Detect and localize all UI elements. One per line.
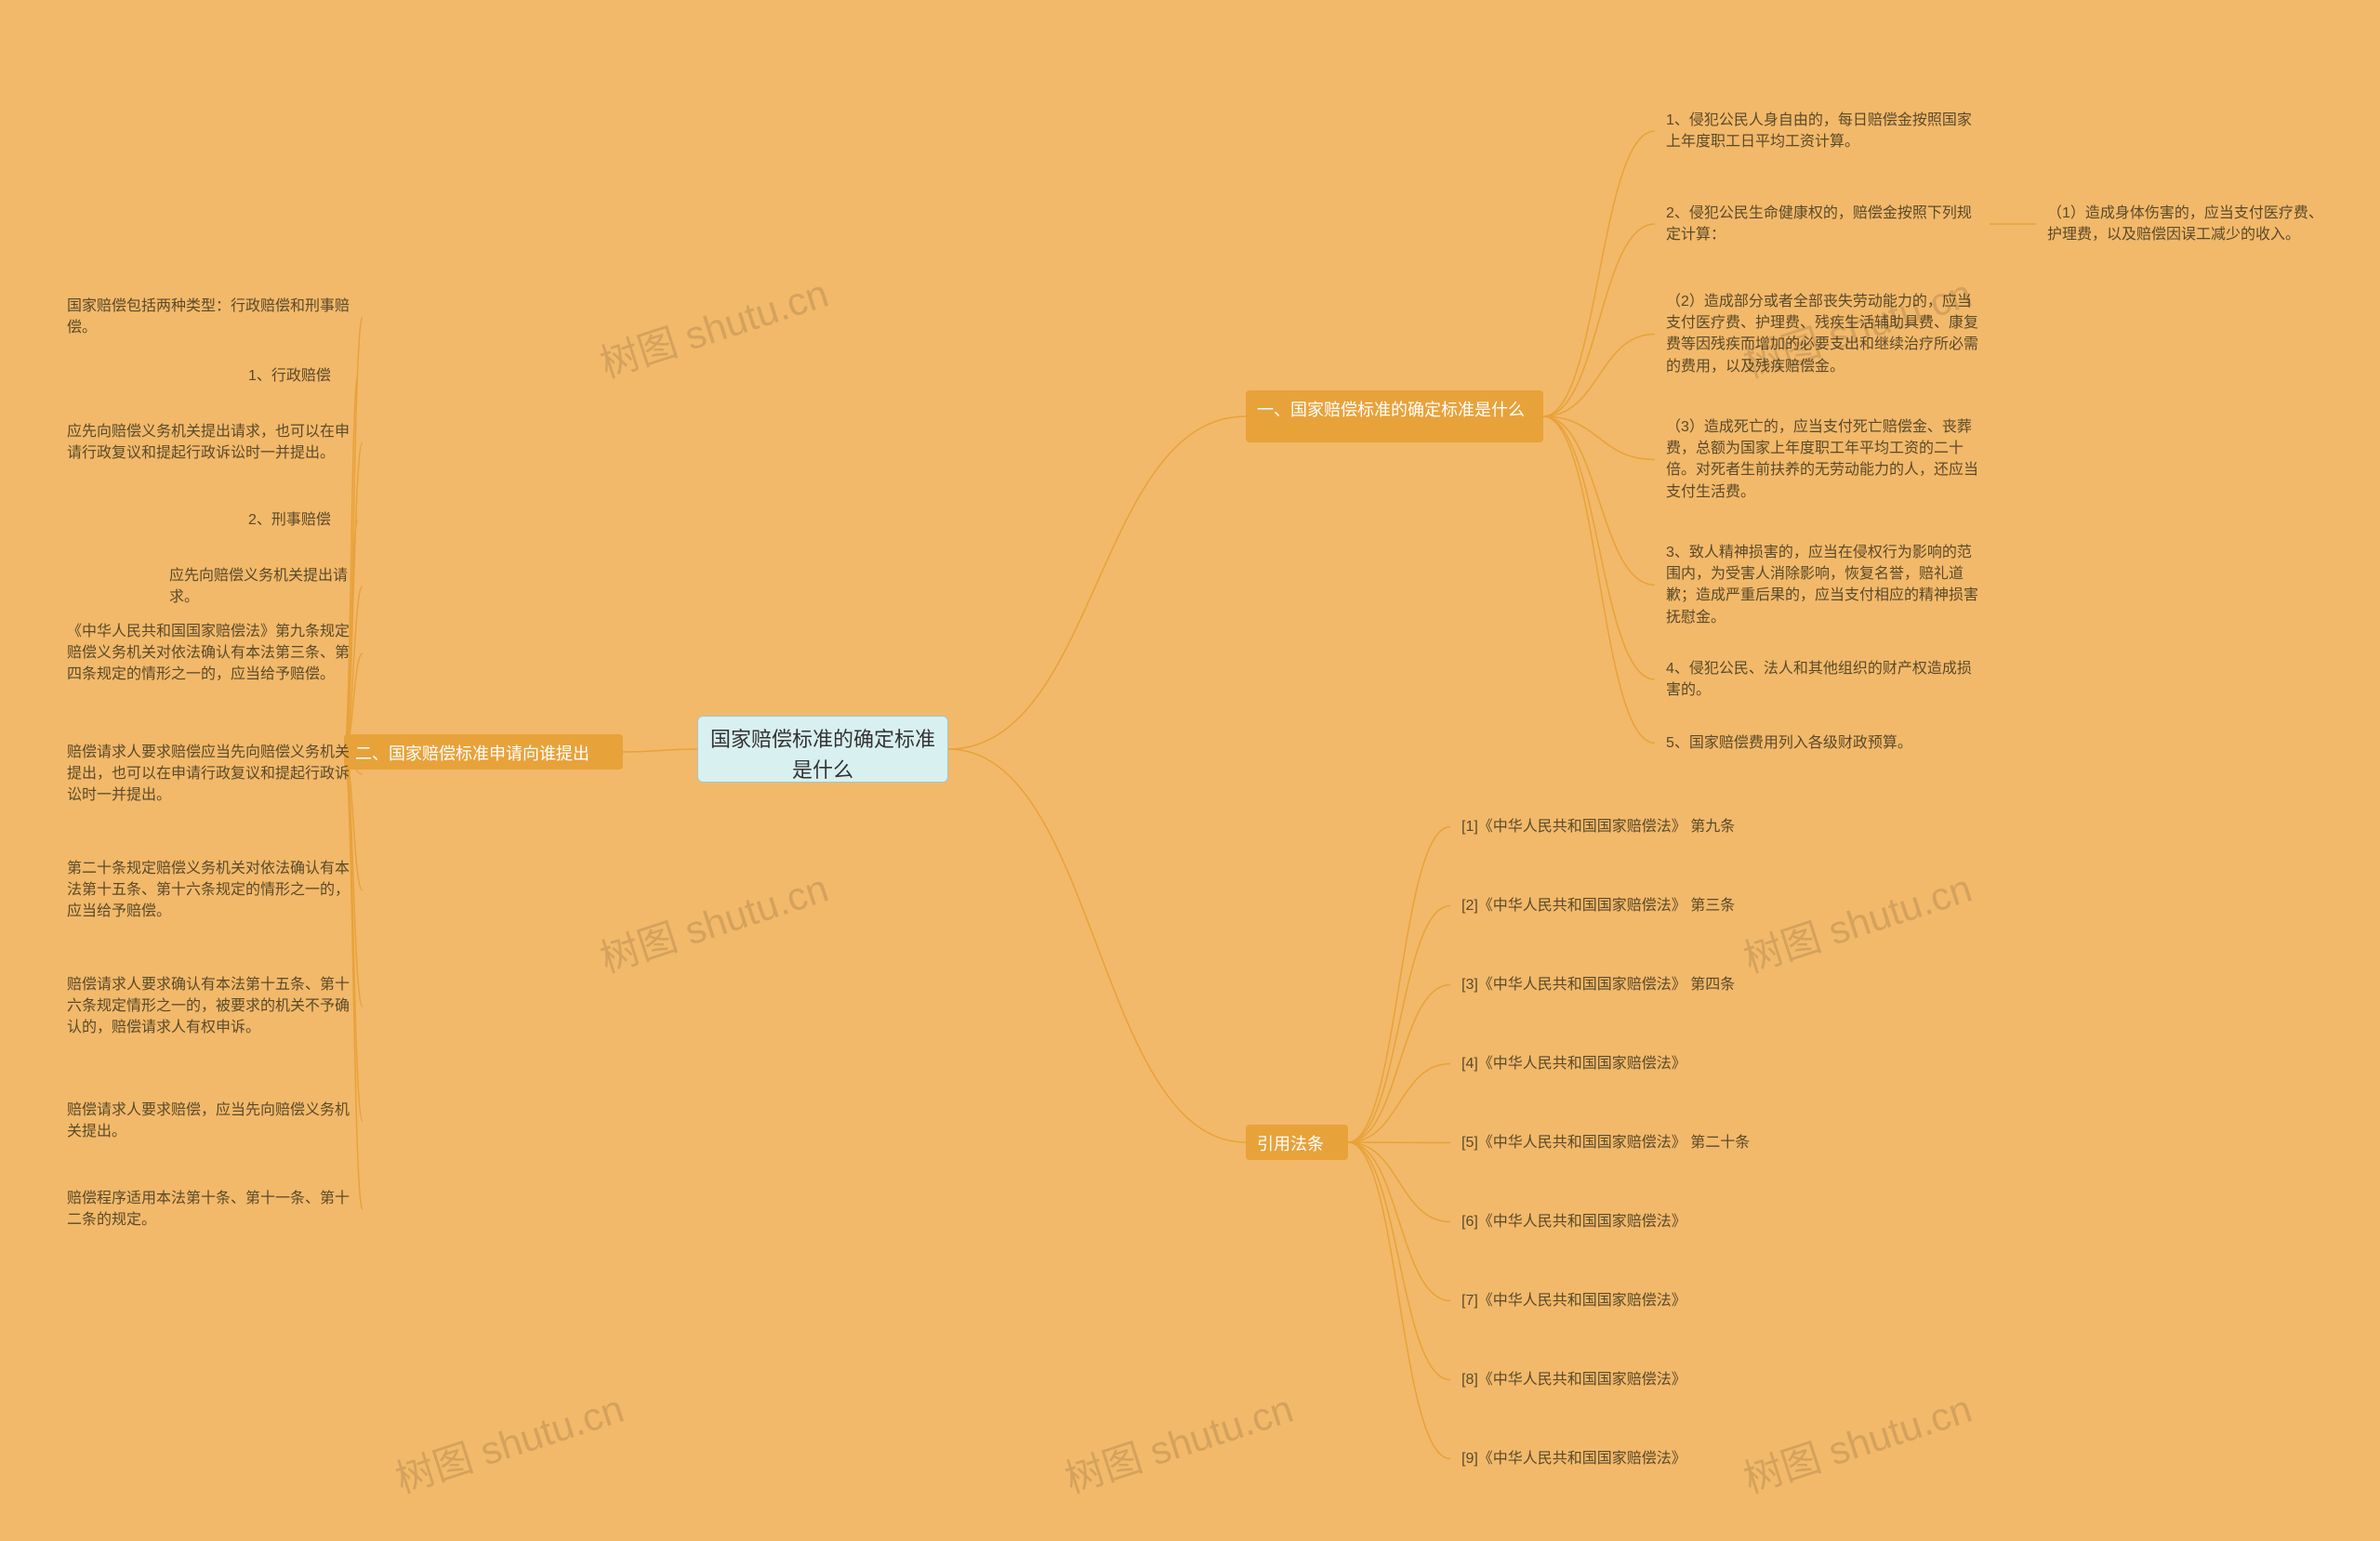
branch-2-item-0: 国家赔偿包括两种类型：行政赔偿和刑事赔偿。	[56, 288, 363, 346]
branch-2-item-9: 赔偿请求人要求赔偿，应当先向赔偿义务机关提出。	[56, 1092, 363, 1150]
mindmap-canvas: 国家赔偿标准的确定标准是什么 一、国家赔偿标准的确定标准是什么 1、侵犯公民人身自由…	[0, 0, 2380, 1541]
branch-3-item-4: [5]《中华人民共和国国家赔偿法》 第二十条	[1450, 1125, 1776, 1161]
branch-2-item-8: 赔偿请求人要求确认有本法第十五条、第十六条规定情形之一的，被要求的机关不予确认的…	[56, 967, 363, 1047]
branch-1-item-2: （2）造成部分或者全部丧失劳动能力的，应当支付医疗费、护理费、残疾生活辅助具费、…	[1655, 283, 1990, 385]
watermark: 树图 shutu.cn	[1736, 1377, 1978, 1505]
watermark: 树图 shutu.cn	[592, 857, 835, 984]
branch-3: 引用法条	[1246, 1125, 1348, 1160]
watermark: 树图 shutu.cn	[388, 1377, 630, 1505]
watermark: 树图 shutu.cn	[1057, 1377, 1300, 1505]
branch-2-item-5: 《中华人民共和国国家赔偿法》第九条规定赔偿义务机关对依法确认有本法第三条、第四条…	[56, 613, 363, 693]
branch-3-item-5: [6]《中华人民共和国国家赔偿法》	[1450, 1204, 1766, 1240]
branch-2-item-4: 应先向赔偿义务机关提出请求。	[158, 558, 363, 615]
branch-3-item-7: [8]《中华人民共和国国家赔偿法》	[1450, 1362, 1766, 1398]
branch-2-item-6: 赔偿请求人要求赔偿应当先向赔偿义务机关提出，也可以在申请行政复议和提起行政诉讼时…	[56, 734, 363, 814]
branch-1: 一、国家赔偿标准的确定标准是什么	[1246, 390, 1543, 442]
branch-3-item-1: [2]《中华人民共和国国家赔偿法》 第三条	[1450, 888, 1766, 924]
watermark: 树图 shutu.cn	[1736, 857, 1978, 984]
branch-1-item-4: 3、致人精神损害的，应当在侵权行为影响的范围内，为受害人消除影响，恢复名誉，赔礼…	[1655, 534, 1990, 636]
branch-2-item-7: 第二十条规定赔偿义务机关对依法确认有本法第十五条、第十六条规定的情形之一的，应当…	[56, 850, 363, 930]
branch-3-item-3: [4]《中华人民共和国国家赔偿法》	[1450, 1046, 1766, 1082]
branch-2-item-2: 应先向赔偿义务机关提出请求，也可以在申请行政复议和提起行政诉讼时一并提出。	[56, 414, 363, 471]
branch-2-item-1: 1、行政赔偿	[237, 358, 358, 394]
branch-1-item-1: 2、侵犯公民生命健康权的，赔偿金按照下列规定计算：	[1655, 195, 1990, 253]
branch-1-item-0: 1、侵犯公民人身自由的，每日赔偿金按照国家上年度职工日平均工资计算。	[1655, 102, 1990, 160]
branch-1-item-6: 5、国家赔偿费用列入各级财政预算。	[1655, 725, 1990, 761]
watermark: 树图 shutu.cn	[592, 262, 835, 389]
branch-2-item-3: 2、刑事赔偿	[237, 502, 358, 538]
branch-3-item-2: [3]《中华人民共和国国家赔偿法》 第四条	[1450, 967, 1766, 1003]
branch-3-item-8: [9]《中华人民共和国国家赔偿法》	[1450, 1441, 1766, 1477]
branch-3-item-6: [7]《中华人民共和国国家赔偿法》	[1450, 1283, 1766, 1319]
branch-2: 二、国家赔偿标准申请向谁提出	[344, 734, 623, 770]
branch-3-item-0: [1]《中华人民共和国国家赔偿法》 第九条	[1450, 809, 1766, 845]
branch-1-item-1-sub: （1）造成身体伤害的，应当支付医疗费、护理费，以及赔偿因误工减少的收入。	[2036, 195, 2343, 253]
branch-1-item-5: 4、侵犯公民、法人和其他组织的财产权造成损害的。	[1655, 651, 1990, 708]
central-node: 国家赔偿标准的确定标准是什么	[697, 716, 948, 783]
branch-2-item-10: 赔偿程序适用本法第十条、第十一条、第十二条的规定。	[56, 1180, 363, 1238]
branch-1-item-3: （3）造成死亡的，应当支付死亡赔偿金、丧葬费，总额为国家上年度职工年平均工资的二…	[1655, 409, 1990, 510]
